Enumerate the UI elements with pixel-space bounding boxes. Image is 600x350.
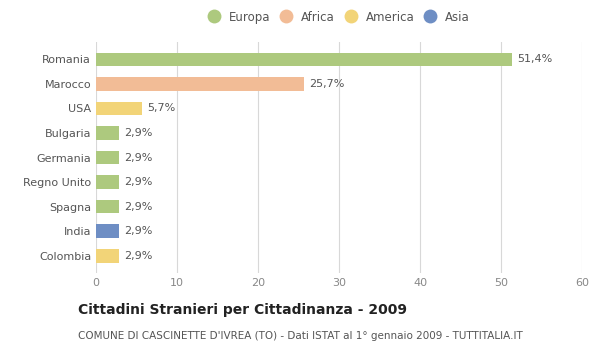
Bar (96, 126, 119, 140)
Text: 2,9%: 2,9% (124, 226, 153, 236)
Bar (96, 151, 119, 164)
Bar (96, 200, 119, 214)
Legend: Europa, Africa, America, Asia: Europa, Africa, America, Asia (206, 9, 472, 26)
Text: COMUNE DI CASCINETTE D'IVREA (TO) - Dati ISTAT al 1° gennaio 2009 - TUTTITALIA.I: COMUNE DI CASCINETTE D'IVREA (TO) - Dati… (78, 331, 523, 341)
Text: 2,9%: 2,9% (124, 153, 153, 162)
Text: 25,7%: 25,7% (309, 79, 344, 89)
Text: 2,9%: 2,9% (124, 177, 153, 187)
Bar (96, 175, 119, 189)
Bar (96, 224, 119, 238)
Bar (96, 102, 142, 115)
Text: 2,9%: 2,9% (124, 128, 153, 138)
Text: Cittadini Stranieri per Cittadinanza - 2009: Cittadini Stranieri per Cittadinanza - 2… (78, 303, 407, 317)
Text: 5,7%: 5,7% (147, 103, 175, 113)
Text: 2,9%: 2,9% (124, 202, 153, 212)
Bar (96, 52, 512, 66)
Text: 2,9%: 2,9% (124, 251, 153, 261)
Text: 51,4%: 51,4% (517, 54, 553, 64)
Bar (96, 249, 119, 262)
Bar (96, 77, 304, 91)
